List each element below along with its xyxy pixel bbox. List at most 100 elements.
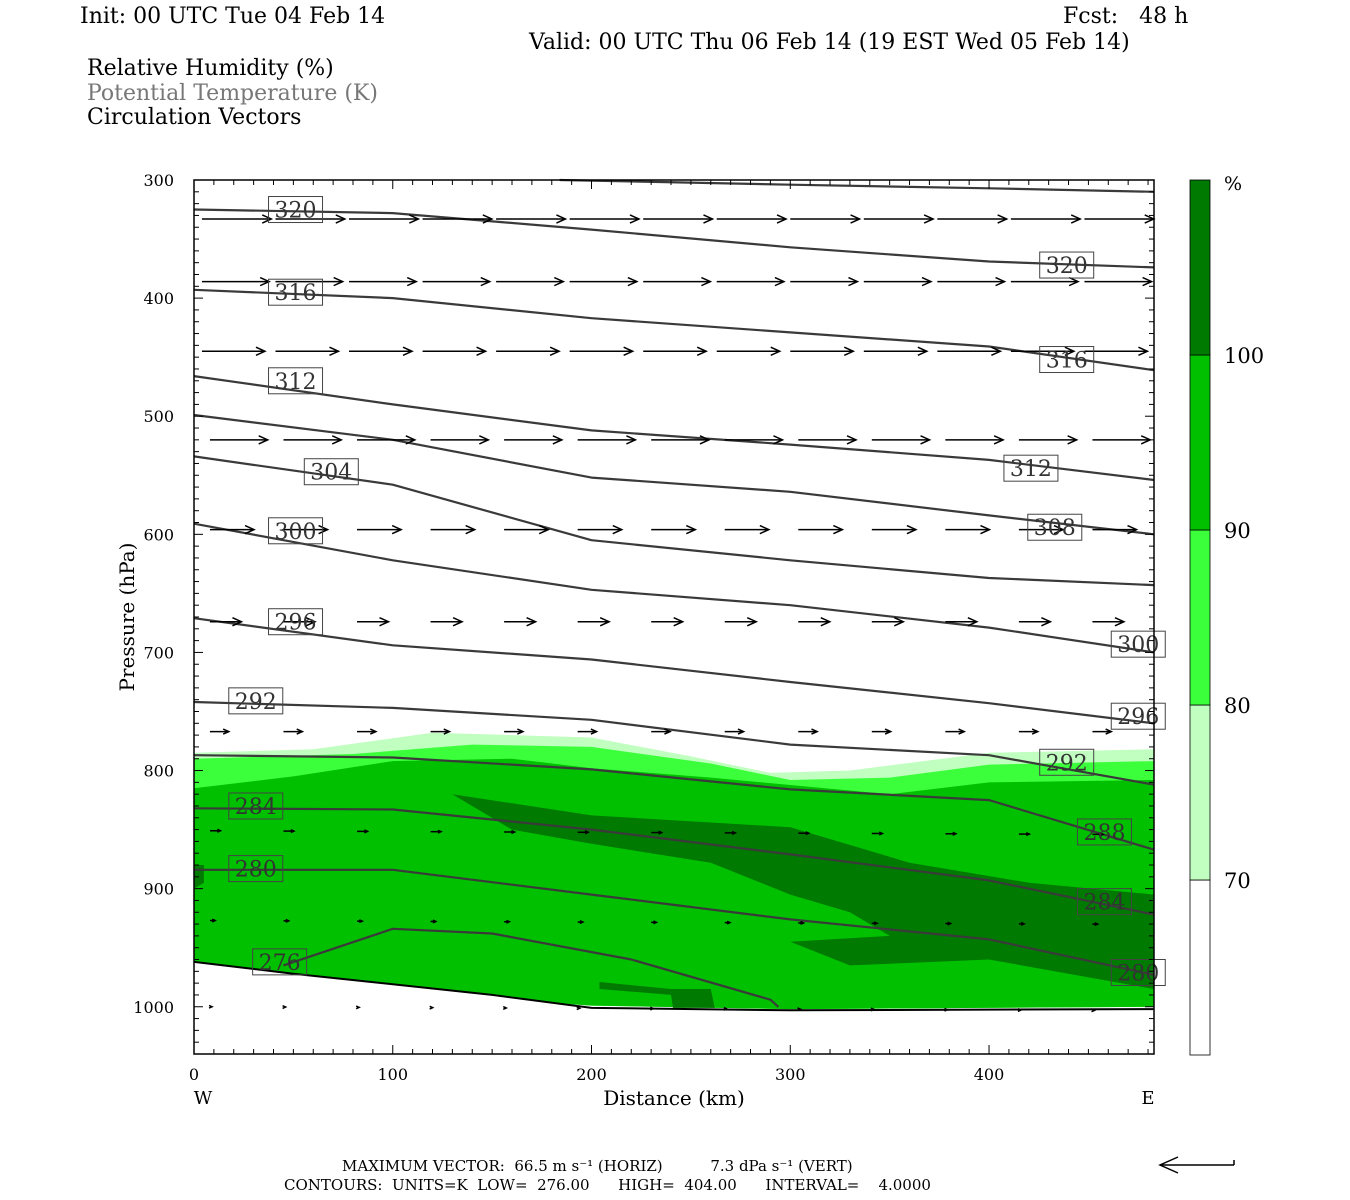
contour-label-box	[268, 367, 324, 395]
vector-arrowhead	[1053, 524, 1065, 535]
vector-arrowhead	[364, 829, 370, 834]
contour-label-box	[228, 792, 284, 820]
vector-arrowhead	[797, 1007, 803, 1012]
contour-label-box	[1076, 888, 1132, 916]
vector-arrowhead	[995, 276, 1007, 287]
vector-arrowhead	[626, 435, 638, 445]
vector-arrowhead	[773, 435, 785, 445]
contour-label: 304	[310, 461, 352, 486]
contour-label-box	[1110, 702, 1166, 730]
vector-arrowhead	[1099, 832, 1105, 837]
vector-arrowhead	[258, 435, 270, 445]
vector-arrowhead	[699, 435, 711, 445]
contour-label: 296	[275, 611, 317, 636]
vector-arrowhead	[737, 728, 746, 735]
vector-arrowhead	[576, 1006, 582, 1011]
contour-label-box	[228, 855, 284, 883]
vector-arrowhead	[664, 728, 672, 735]
ground-line	[193, 960, 1155, 1012]
vector-arrowhead	[305, 616, 317, 627]
contour-label-box	[268, 278, 324, 306]
theta-contour-304	[193, 455, 1155, 587]
vector-arrowhead	[259, 276, 271, 287]
vector-arrowhead	[843, 346, 856, 356]
x-tick-label: 300	[775, 1065, 806, 1084]
vector-arrowhead	[731, 830, 738, 835]
contour-label: 320	[275, 199, 317, 224]
vector-arrowhead	[517, 728, 525, 735]
below-ground	[194, 961, 1154, 1054]
vector-arrowhead	[1064, 346, 1076, 356]
vector-arrowhead	[921, 276, 933, 287]
contour-label: 316	[275, 281, 317, 306]
vector-arrowhead	[480, 276, 492, 287]
vector-arrowhead	[549, 346, 561, 356]
contour-label-box	[1039, 251, 1095, 279]
vector-arrowhead	[208, 1004, 214, 1009]
contour-label-box	[303, 458, 359, 486]
theta-contour-316	[193, 288, 1155, 372]
vector-arrowhead	[1138, 346, 1150, 356]
theta-contour-280	[194, 868, 1155, 976]
vector-arrowhead	[726, 920, 732, 925]
vector-arrowhead	[1070, 214, 1083, 224]
vector-arrowhead	[506, 919, 512, 924]
vector-arrowhead	[584, 830, 590, 835]
vector-arrowhead	[333, 276, 345, 287]
contour-label-box	[228, 687, 284, 715]
vector-arrowhead	[432, 919, 438, 924]
vector-arrowhead	[980, 524, 992, 535]
vector-arrowhead	[405, 435, 417, 445]
vector-arrowhead	[1142, 276, 1154, 287]
vector-arrowhead	[443, 728, 452, 735]
contour-label: 292	[235, 690, 277, 715]
vector-arrowhead	[846, 435, 858, 445]
contour-label: 312	[275, 370, 317, 395]
vector-arrowhead	[1127, 524, 1139, 535]
theta-contour-300	[193, 522, 1155, 654]
colorbar-segment	[1189, 879, 1211, 1056]
colorbar-segment	[1189, 354, 1211, 531]
field-theta: Potential Temperature (K)	[87, 81, 378, 106]
colorbar-label: 90	[1224, 519, 1251, 543]
vector-arrowhead	[369, 728, 378, 735]
theta-contour-292	[193, 700, 1155, 786]
vector-arrowhead	[696, 346, 709, 356]
vector-arrowhead	[820, 616, 832, 627]
vector-arrowhead	[746, 616, 759, 627]
vector-arrowhead	[579, 920, 585, 925]
x-axis-title: Distance (km)	[603, 1086, 745, 1110]
theta-contour-276	[283, 927, 780, 1008]
vector-arrowhead	[479, 435, 491, 445]
vector-arrowhead	[538, 524, 551, 535]
vector-arrowhead	[429, 1005, 435, 1010]
vector-arrowhead	[612, 524, 624, 535]
contour-label: 312	[1010, 457, 1052, 482]
colorbar-segment	[1189, 179, 1211, 356]
vector-arrowhead	[703, 214, 715, 224]
vector-arrowhead	[991, 346, 1003, 356]
contour-label: 308	[1034, 516, 1076, 541]
vector-arrowhead	[833, 524, 845, 535]
contour-label-box	[252, 948, 308, 976]
vector-arrowhead	[997, 214, 1009, 224]
theta-contour-288	[193, 754, 1155, 851]
vector-arrowhead	[482, 214, 494, 224]
vector-arrowhead	[967, 616, 979, 627]
vector-arrowhead	[917, 346, 929, 356]
vector-arrowhead	[944, 1007, 950, 1012]
contour-label: 316	[1046, 349, 1088, 374]
theta-contour-312	[193, 375, 1155, 482]
contour-label-box	[1027, 513, 1083, 541]
vector-arrowhead	[958, 728, 967, 735]
vector-arrowhead	[355, 1005, 361, 1010]
theta-contour-284	[193, 807, 1155, 916]
contour-label: 284	[1083, 891, 1125, 916]
vector-arrowhead	[211, 918, 218, 923]
vector-arrowhead	[526, 616, 538, 627]
valid-time: Valid: 00 UTC Thu 06 Feb 14 (19 EST Wed …	[529, 30, 1130, 55]
colorbar-label: 100	[1224, 344, 1264, 368]
vector-arrowhead	[590, 728, 599, 735]
vector-arrowhead	[379, 616, 391, 627]
